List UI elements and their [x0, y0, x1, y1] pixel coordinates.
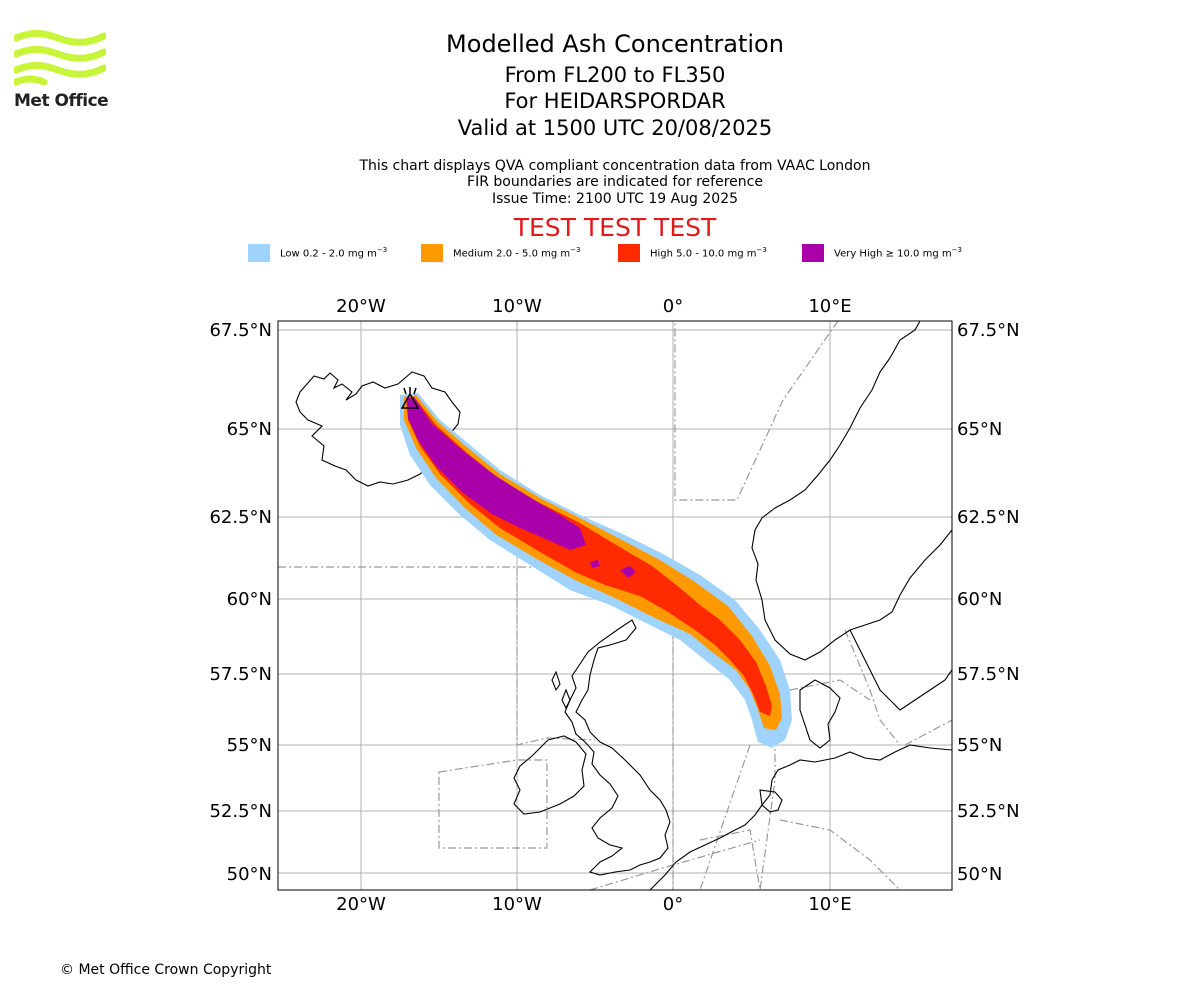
lat-label-right: 55°N: [957, 735, 1002, 756]
lon-label-bottom: 20°W: [336, 894, 386, 915]
continental-coast: [649, 744, 952, 890]
flight-level-range: From FL200 to FL350: [504, 63, 726, 87]
lon-label-top: 20°W: [336, 296, 386, 317]
norway-coast: [751, 321, 952, 661]
ash-high: [406, 397, 772, 716]
valid-time: Valid at 1500 UTC 20/08/2025: [457, 116, 773, 140]
lon-label-bottom: 0°: [663, 894, 683, 915]
coastlines: [295, 321, 952, 890]
legend-label-high: High 5.0 - 10.0 mg m: [650, 248, 757, 260]
legend-swatch-medium: [421, 244, 443, 262]
lon-label-bottom: 10°E: [808, 894, 851, 915]
lon-label-top: 0°: [663, 296, 683, 317]
legend-swatch-low: [248, 244, 270, 262]
lon-label-top: 10°W: [492, 296, 542, 317]
copyright-notice: © Met Office Crown Copyright: [60, 962, 272, 978]
unit-exponent: −3: [756, 246, 767, 255]
unit-exponent: −3: [951, 246, 962, 255]
legend-label-very-high: Very High ≥ 10.0 mg m: [834, 248, 952, 260]
lat-label-left: 67.5°N: [209, 320, 272, 341]
lat-label-right: 65°N: [957, 419, 1002, 440]
netherlands-coast: [759, 789, 783, 813]
compliance-note: This chart displays QVA compliant concen…: [359, 158, 871, 174]
met-office-logo-waves-icon: [14, 30, 106, 86]
lat-label-left: 57.5°N: [209, 664, 272, 685]
volcano-icon: [400, 387, 420, 409]
volcano-name: For HEIDARSPORDAR: [504, 89, 726, 113]
lat-label-right: 67.5°N: [957, 320, 1020, 341]
lat-label-right: 60°N: [957, 589, 1002, 610]
ash-very-high: [407, 397, 586, 550]
lat-label-left: 50°N: [227, 864, 272, 885]
lon-label-bottom: 10°W: [492, 894, 542, 915]
unit-exponent: −3: [570, 246, 581, 255]
legend-item-medium: Medium 2.0 - 5.0 mg m−3: [421, 244, 580, 262]
legend-item-high: High 5.0 - 10.0 mg m−3: [618, 244, 767, 262]
lat-label-left: 55°N: [227, 735, 272, 756]
lat-label-left: 60°N: [227, 589, 272, 610]
legend-label-medium: Medium 2.0 - 5.0 mg m: [453, 248, 571, 260]
fir-note: FIR boundaries are indicated for referen…: [467, 174, 763, 190]
legend-item-very-high: Very High ≥ 10.0 mg m−3: [802, 244, 962, 262]
hebrides-coast: [551, 670, 571, 710]
lat-label-right: 52.5°N: [957, 801, 1020, 822]
logo-text: Met Office: [14, 91, 109, 111]
ireland-coast: [513, 735, 587, 815]
unit-exponent: −3: [376, 246, 388, 255]
lat-label-left: 65°N: [227, 419, 272, 440]
denmark-coast: [799, 679, 841, 749]
map-frame: [277, 320, 953, 891]
lon-label-top: 10°E: [808, 296, 851, 317]
fir-boundaries: [278, 321, 952, 890]
ash-very-high-patch: [590, 560, 636, 578]
lat-label-right: 57.5°N: [957, 664, 1020, 685]
lat-label-left: 62.5°N: [209, 507, 272, 528]
chart-title: Modelled Ash Concentration: [446, 30, 784, 58]
lat-label-right: 50°N: [957, 864, 1002, 885]
iceland-coast: [295, 371, 461, 487]
lat-label-left: 52.5°N: [209, 801, 272, 822]
test-banner: TEST TEST TEST: [513, 213, 717, 242]
legend-swatch-very-high: [802, 244, 824, 262]
issue-time: Issue Time: 2100 UTC 19 Aug 2025: [491, 191, 739, 207]
legend-label-low: Low 0.2 - 2.0 mg m: [280, 248, 377, 260]
lat-label-right: 62.5°N: [957, 507, 1020, 528]
legend-swatch-high: [618, 244, 640, 262]
sweden-coast: [849, 629, 952, 711]
legend-item-low: Low 0.2 - 2.0 mg m−3: [248, 244, 387, 262]
britain-coast: [564, 619, 671, 876]
